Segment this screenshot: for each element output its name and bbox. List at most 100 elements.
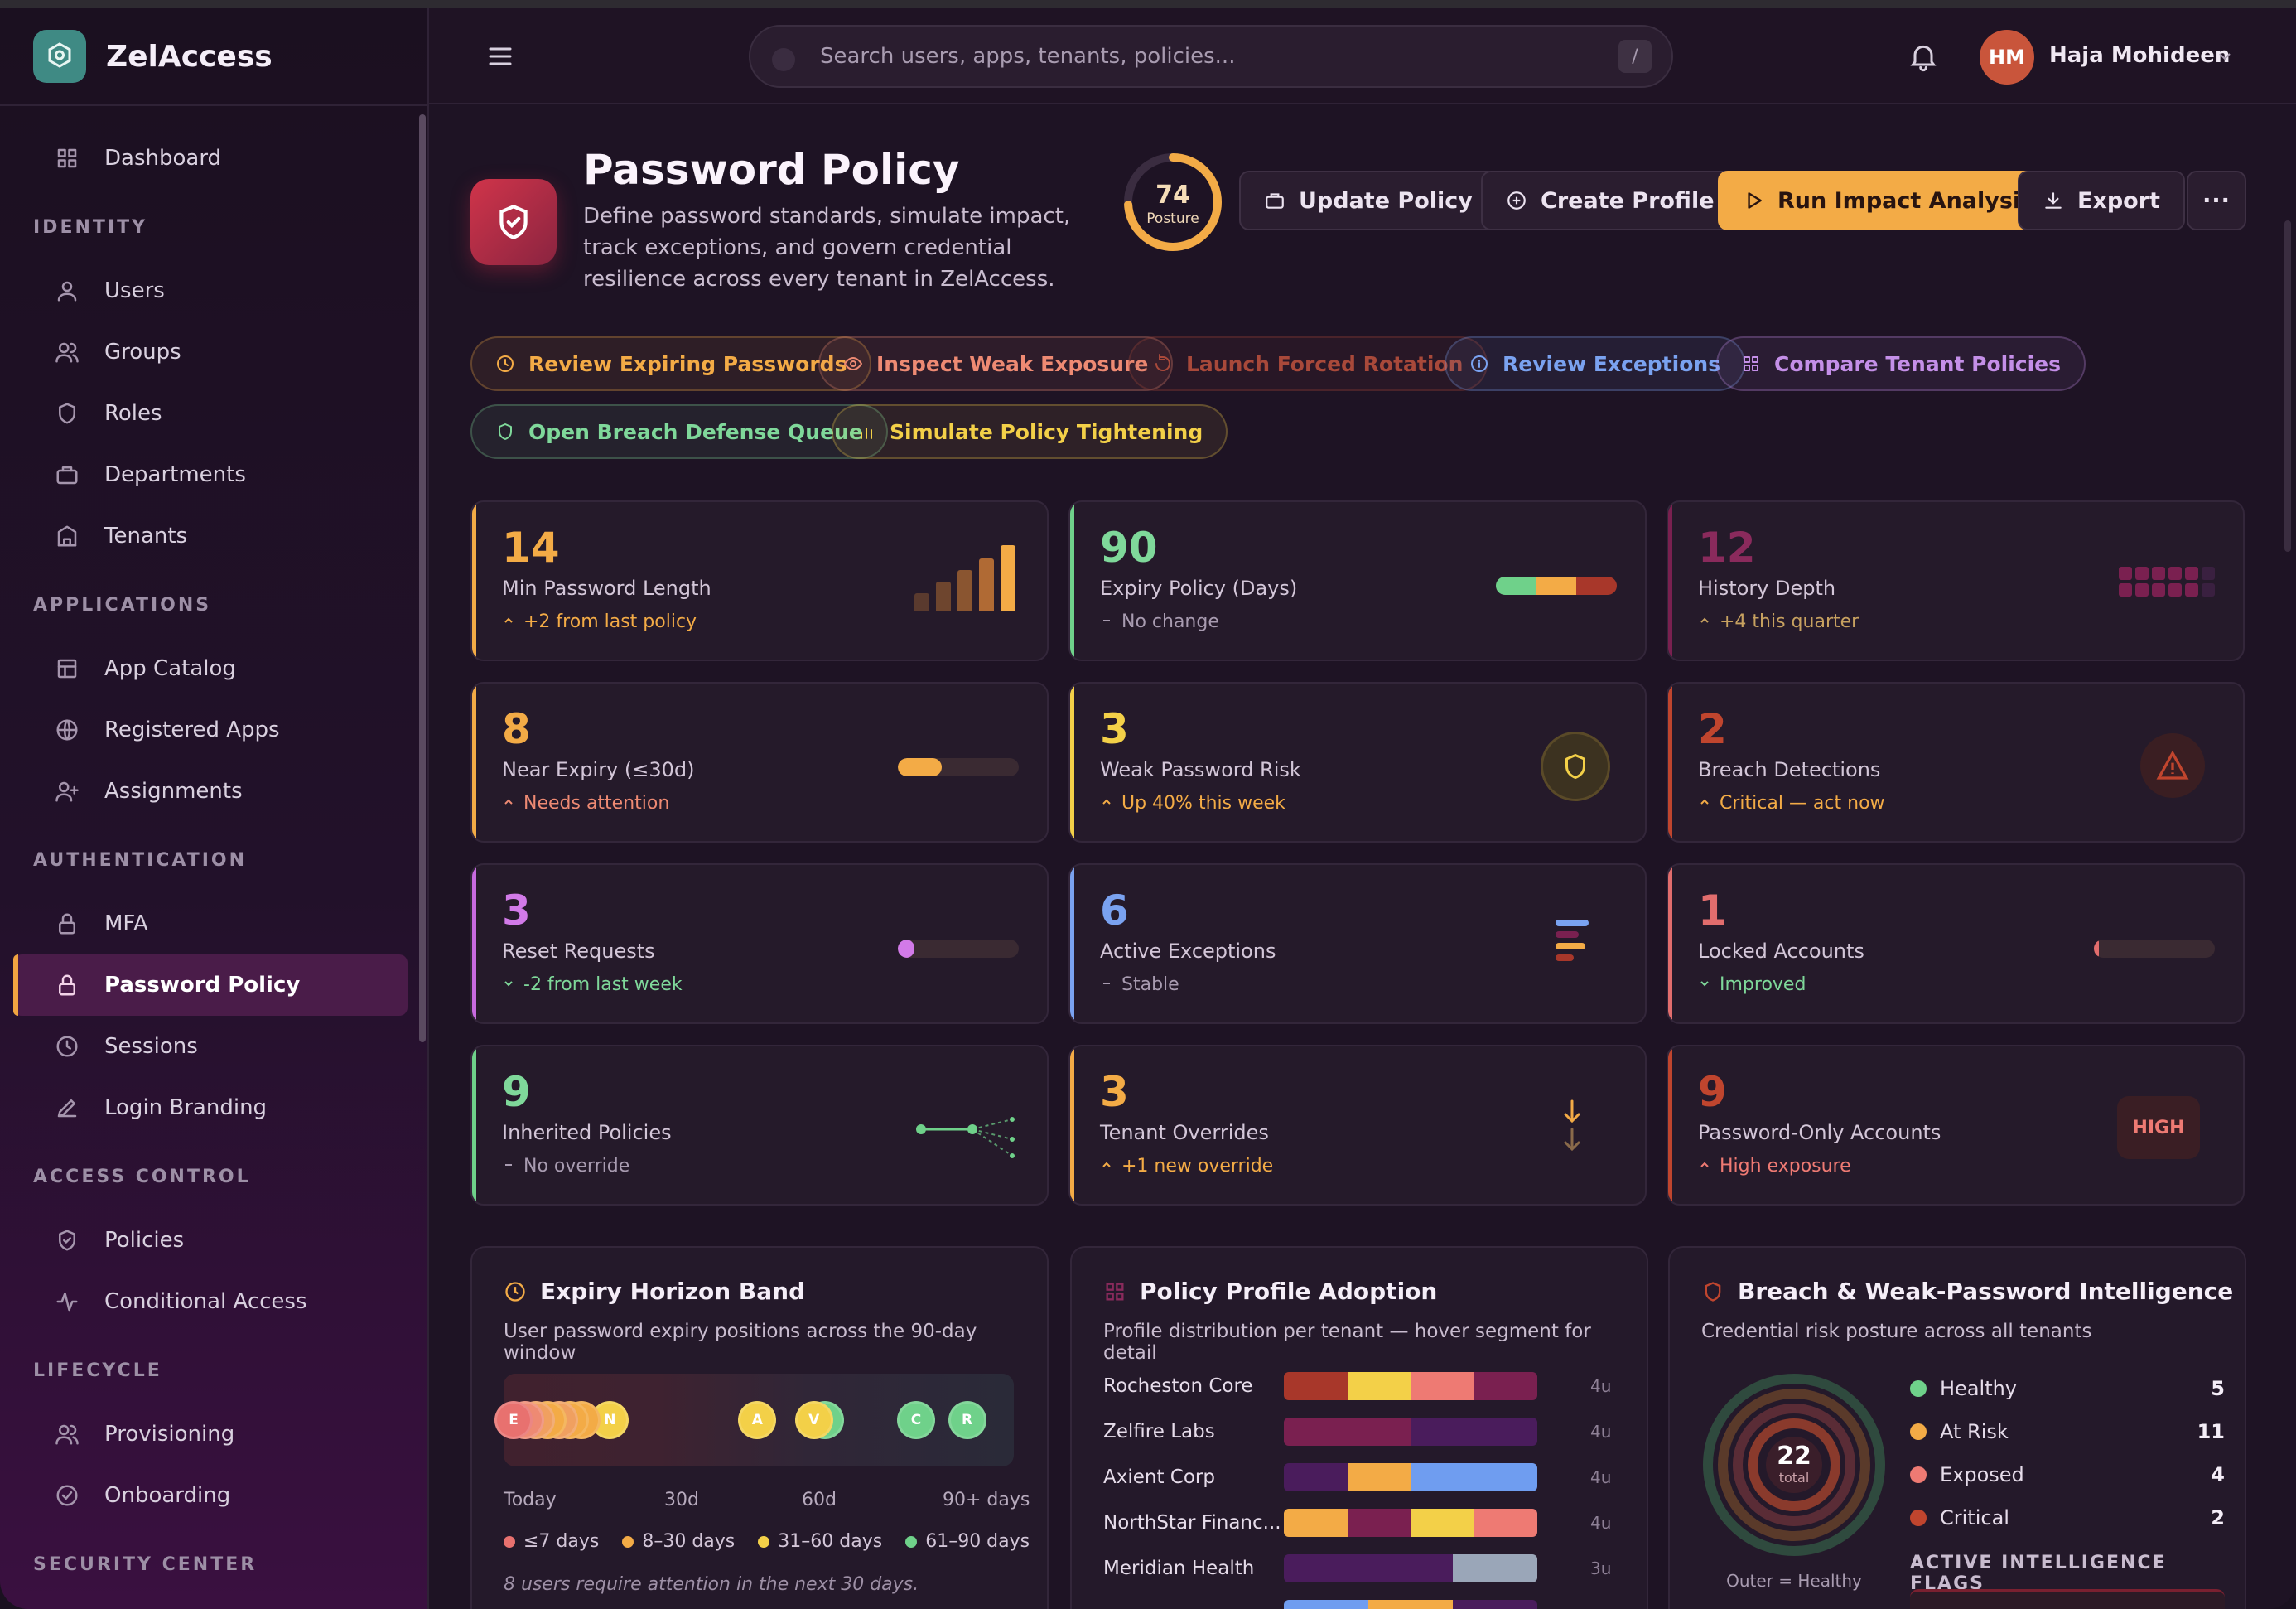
quick-action-launch-forced-rotation[interactable]: Launch Forced Rotation: [1128, 336, 1488, 391]
sidebar-item-roles[interactable]: Roles: [13, 383, 408, 444]
adoption-row[interactable]: NorthStar Financ... 4u: [1103, 1509, 1633, 1537]
create-profile-button[interactable]: Create Profile: [1481, 171, 1739, 230]
sidebar-item-app-catalog[interactable]: App Catalog: [13, 638, 408, 699]
stat-card-active-exceptions[interactable]: 6 Active Exceptions Stable: [1068, 863, 1647, 1024]
adoption-segment[interactable]: [1453, 1554, 1537, 1582]
stat-card-locked-accounts[interactable]: 1 Locked Accounts Improved: [1667, 863, 2245, 1024]
stat-card-history-depth[interactable]: 12 History Depth +4 this quarter: [1667, 500, 2245, 661]
adoption-segment[interactable]: [1411, 1509, 1474, 1537]
sidebar-item-registered-apps[interactable]: Registered Apps: [13, 699, 408, 761]
user-expiry-pin[interactable]: E: [494, 1401, 533, 1439]
stat-card-expiry-policy-days[interactable]: 90 Expiry Policy (Days) No change: [1068, 500, 1647, 661]
search-input[interactable]: Search users, apps, tenants, policies...: [820, 44, 1236, 69]
stat-card-tenant-overrides[interactable]: 3 Tenant Overrides +1 new override: [1068, 1045, 1647, 1206]
trend-up-icon: [1698, 611, 1711, 632]
legend-value: 4: [2211, 1463, 2225, 1486]
adoption-segment[interactable]: [1284, 1418, 1411, 1446]
sidebar-item-onboarding[interactable]: Onboarding: [13, 1465, 408, 1526]
sidebar-item-label: Onboarding: [104, 1483, 231, 1508]
adoption-segment[interactable]: [1411, 1463, 1537, 1491]
stat-card-inherited-policies[interactable]: 9 Inherited Policies No override: [470, 1045, 1049, 1206]
sidebar-item-label: Roles: [104, 401, 162, 426]
adoption-bar: [1284, 1509, 1537, 1537]
adoption-segment[interactable]: [1474, 1509, 1537, 1537]
user-expiry-pin[interactable]: C: [896, 1401, 935, 1439]
stat-card-near-expiry-30d[interactable]: 8 Near Expiry (≤30d) Needs attention: [470, 682, 1049, 843]
risk-legend-healthy[interactable]: Healthy 5: [1910, 1372, 2225, 1405]
sidebar-item-dashboard[interactable]: Dashboard: [13, 128, 408, 189]
risk-legend-at-risk[interactable]: At Risk 11: [1910, 1415, 2225, 1448]
chevron-down-icon[interactable]: [2215, 46, 2235, 66]
sidebar-item-departments[interactable]: Departments: [13, 444, 408, 505]
user-expiry-pin[interactable]: R: [948, 1401, 986, 1439]
sidebar-item-policies[interactable]: Policies: [13, 1210, 408, 1271]
adoption-row[interactable]: [1103, 1600, 1633, 1609]
adoption-segment[interactable]: [1347, 1372, 1411, 1400]
quick-action-inspect-weak-exposure[interactable]: Inspect Weak Exposure: [818, 336, 1174, 391]
stat-card-password-only-accounts[interactable]: 9 Password-Only Accounts High exposure HIGH: [1667, 1045, 2245, 1206]
sidebar-item-groups[interactable]: Groups: [13, 321, 408, 383]
adoption-segment[interactable]: [1284, 1509, 1348, 1537]
quick-action-review-exceptions[interactable]: Review Exceptions: [1445, 336, 1746, 391]
stat-card-min-password-length[interactable]: 14 Min Password Length +2 from last policy: [470, 500, 1049, 661]
sidebar-item-assignments[interactable]: Assignments: [13, 761, 408, 822]
sidebar-item-users[interactable]: Users: [13, 260, 408, 321]
card-accent: [472, 865, 476, 1022]
bell-icon[interactable]: [1907, 40, 1940, 73]
quick-action-compare-tenant-policies[interactable]: Compare Tenant Policies: [1716, 336, 2086, 391]
sidebar-item-sessions[interactable]: Sessions: [13, 1016, 408, 1077]
users-icon: [53, 338, 81, 366]
flag-item[interactable]: [1910, 1589, 2225, 1609]
sidebar-item-provisioning[interactable]: Provisioning: [13, 1404, 408, 1465]
main-scrollbar[interactable]: [2284, 220, 2291, 552]
stat-card-weak-password-risk[interactable]: 3 Weak Password Risk Up 40% this week: [1068, 682, 1647, 843]
brand[interactable]: ZelAccess: [33, 30, 273, 83]
adoption-segment[interactable]: [1411, 1372, 1474, 1400]
ring-critical: [1748, 1418, 1840, 1511]
quick-action-simulate-policy-tightening[interactable]: Simulate Policy Tightening: [832, 404, 1228, 459]
adoption-row[interactable]: Zelfire Labs 4u: [1103, 1418, 1633, 1446]
sidebar-item-password-policy[interactable]: Password Policy: [13, 954, 408, 1016]
adoption-segment[interactable]: [1474, 1372, 1537, 1400]
hamburger-menu-icon[interactable]: [485, 41, 515, 71]
avatar[interactable]: HM: [1980, 30, 2034, 85]
user-expiry-pin[interactable]: V: [794, 1401, 833, 1439]
adoption-segment[interactable]: [1284, 1554, 1453, 1582]
sidebar-item-label: Policies: [104, 1228, 185, 1253]
adoption-row[interactable]: Meridian Health 3u: [1103, 1554, 1633, 1582]
adoption-row[interactable]: Axient Corp 4u: [1103, 1463, 1633, 1491]
search-bar[interactable]: Search users, apps, tenants, policies...…: [749, 25, 1673, 88]
progress-fill: [2094, 940, 2099, 958]
sidebar-item-label: Groups: [104, 340, 181, 365]
adoption-segment[interactable]: [1284, 1600, 1368, 1609]
adoption-segment[interactable]: [1453, 1600, 1537, 1609]
quick-action-open-breach-defense-queue[interactable]: Open Breach Defense Queue: [470, 404, 888, 459]
export-button[interactable]: Export: [2018, 171, 2185, 230]
adoption-segment[interactable]: [1368, 1600, 1453, 1609]
legend-value: 2: [2211, 1506, 2225, 1529]
user-expiry-pin[interactable]: A: [738, 1401, 777, 1439]
risk-legend-exposed[interactable]: Exposed 4: [1910, 1458, 2225, 1491]
quick-action-review-expiring-passwords[interactable]: Review Expiring Passwords: [470, 336, 872, 391]
sidebar-item-conditional-access[interactable]: Conditional Access: [13, 1271, 408, 1332]
risk-legend-critical[interactable]: Critical 2: [1910, 1501, 2225, 1534]
sidebar-item-tenants[interactable]: Tenants: [13, 505, 408, 567]
adoption-segment[interactable]: [1347, 1509, 1411, 1537]
adoption-row[interactable]: Rocheston Core 4u: [1103, 1372, 1633, 1400]
adoption-segment[interactable]: [1284, 1372, 1348, 1400]
sidebar-item-mfa[interactable]: MFA: [13, 893, 408, 954]
adoption-segment[interactable]: [1284, 1463, 1348, 1491]
sidebar-scrollbar[interactable]: [419, 114, 426, 1042]
stat-card-reset-requests[interactable]: 3 Reset Requests -2 from last week: [470, 863, 1049, 1024]
adoption-segment[interactable]: [1347, 1463, 1411, 1491]
user-name[interactable]: Haja Mohideen: [2049, 43, 2231, 68]
run-impact-analysis-button[interactable]: Run Impact Analysis: [1718, 171, 2059, 230]
update-policy-button[interactable]: Update Policy: [1239, 171, 1498, 230]
stat-visual: [2140, 725, 2215, 798]
adoption-segment[interactable]: [1411, 1418, 1537, 1446]
stat-card-breach-detections[interactable]: 2 Breach Detections Critical — act now: [1667, 682, 2245, 843]
sidebar-item-label: Login Branding: [104, 1095, 268, 1120]
stat-trend: Stable: [1100, 974, 1179, 995]
sidebar-item-login-branding[interactable]: Login Branding: [13, 1077, 408, 1138]
more-options-button[interactable]: ···: [2187, 171, 2246, 230]
